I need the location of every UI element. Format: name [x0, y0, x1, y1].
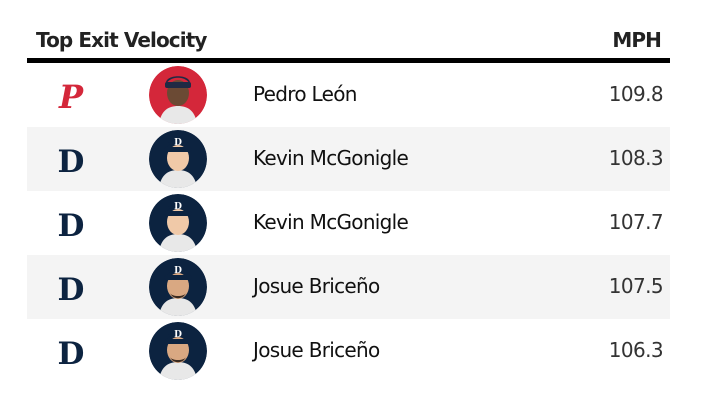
- svg-text:D: D: [174, 138, 182, 148]
- svg-text:P: P: [58, 78, 84, 113]
- svg-text:D: D: [174, 330, 182, 340]
- table-header: Top Exit Velocity MPH: [27, 24, 670, 63]
- exit-velocity-value: 107.7: [608, 210, 664, 234]
- tigers-logo-icon: D: [53, 141, 89, 177]
- svg-text:D: D: [58, 336, 85, 369]
- player-headshot: [149, 66, 207, 124]
- player-name: Pedro León: [253, 82, 357, 106]
- unit-column-header: MPH: [612, 28, 662, 52]
- exit-velocity-value: 108.3: [608, 146, 664, 170]
- exit-velocity-value: 107.5: [608, 274, 664, 298]
- svg-text:D: D: [174, 266, 182, 276]
- player-headshot: D: [149, 130, 207, 188]
- exit-velocity-value: 106.3: [608, 338, 664, 362]
- table-row: D D Josue Briceño 106.3: [27, 319, 670, 383]
- svg-text:D: D: [58, 272, 85, 305]
- table-row: P Pedro León 109.8: [27, 63, 670, 127]
- svg-text:D: D: [174, 202, 182, 212]
- table-title: Top Exit Velocity: [36, 28, 207, 52]
- phillies-logo-icon: P: [53, 77, 89, 113]
- tigers-logo-icon: D: [53, 269, 89, 305]
- player-name: Kevin McGonigle: [253, 146, 409, 170]
- exit-velocity-table: Top Exit Velocity MPH P Pedro León 109.8: [27, 24, 670, 383]
- player-name: Kevin McGonigle: [253, 210, 409, 234]
- exit-velocity-value: 109.8: [608, 82, 664, 106]
- player-name: Josue Briceño: [253, 338, 380, 362]
- svg-text:D: D: [58, 144, 85, 177]
- tigers-logo-icon: D: [53, 205, 89, 241]
- table-row: D D Kevin McGonigle 108.3: [27, 127, 670, 191]
- player-name: Josue Briceño: [253, 274, 380, 298]
- table-row: D D Josue Briceño 107.5: [27, 255, 670, 319]
- player-headshot: D: [149, 194, 207, 252]
- player-headshot: D: [149, 322, 207, 380]
- player-headshot: D: [149, 258, 207, 316]
- tigers-logo-icon: D: [53, 333, 89, 369]
- svg-text:D: D: [58, 208, 85, 241]
- table-row: D D Kevin McGonigle 107.7: [27, 191, 670, 255]
